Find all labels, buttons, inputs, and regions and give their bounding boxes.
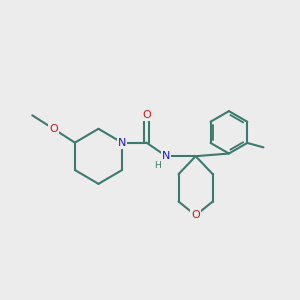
Text: O: O bbox=[191, 210, 200, 220]
Text: O: O bbox=[49, 124, 58, 134]
Text: N: N bbox=[162, 151, 170, 161]
Text: O: O bbox=[142, 110, 151, 120]
Text: N: N bbox=[118, 138, 126, 148]
Text: H: H bbox=[154, 160, 161, 169]
